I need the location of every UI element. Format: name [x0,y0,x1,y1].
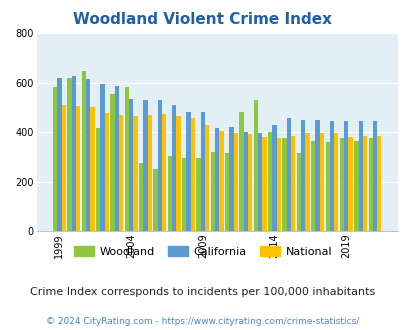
Bar [162,114,166,231]
Bar [215,128,219,231]
Bar [205,125,209,231]
Bar [90,107,94,231]
Bar [319,133,323,231]
Bar [172,105,176,231]
Bar [190,118,194,231]
Bar [124,87,129,231]
Bar [157,100,162,231]
Bar [67,78,71,231]
Bar [129,99,133,231]
Text: © 2024 CityRating.com - https://www.cityrating.com/crime-statistics/: © 2024 CityRating.com - https://www.city… [46,317,359,326]
Bar [86,79,90,231]
Bar [176,116,180,231]
Bar [81,71,86,231]
Legend: Woodland, California, National: Woodland, California, National [69,242,336,261]
Bar [167,155,172,231]
Bar [143,100,147,231]
Bar [267,132,272,231]
Bar [272,125,276,231]
Bar [53,87,57,231]
Bar [100,84,104,231]
Bar [305,133,309,231]
Text: Crime Index corresponds to incidents per 100,000 inhabitants: Crime Index corresponds to incidents per… [30,287,375,297]
Bar [247,135,252,231]
Text: Woodland Violent Crime Index: Woodland Violent Crime Index [73,12,332,26]
Bar [119,115,123,231]
Bar [296,153,301,231]
Bar [262,137,266,231]
Bar [301,120,305,231]
Bar [276,138,280,231]
Bar [358,121,362,231]
Bar [71,76,76,231]
Bar [233,133,237,231]
Bar [181,158,186,231]
Bar [243,132,247,231]
Bar [224,153,229,231]
Bar [329,121,333,231]
Bar [104,114,109,231]
Bar [133,116,137,231]
Bar [139,163,143,231]
Bar [343,121,347,231]
Bar [253,100,258,231]
Bar [362,136,366,231]
Bar [114,86,119,231]
Bar [153,169,157,231]
Bar [96,128,100,231]
Bar [372,121,376,231]
Bar [310,141,315,231]
Bar [286,118,290,231]
Bar [258,133,262,231]
Bar [229,127,233,231]
Bar [210,152,215,231]
Bar [239,112,243,231]
Bar [333,133,338,231]
Bar [339,138,343,231]
Bar [196,158,200,231]
Bar [325,142,329,231]
Bar [76,106,80,231]
Bar [353,141,358,231]
Bar [219,131,223,231]
Bar [376,136,381,231]
Bar [110,94,114,231]
Bar [200,112,205,231]
Bar [186,112,190,231]
Bar [147,115,151,231]
Bar [368,138,372,231]
Bar [282,138,286,231]
Bar [57,78,62,231]
Bar [315,120,319,231]
Bar [347,137,352,231]
Bar [62,105,66,231]
Bar [290,136,295,231]
